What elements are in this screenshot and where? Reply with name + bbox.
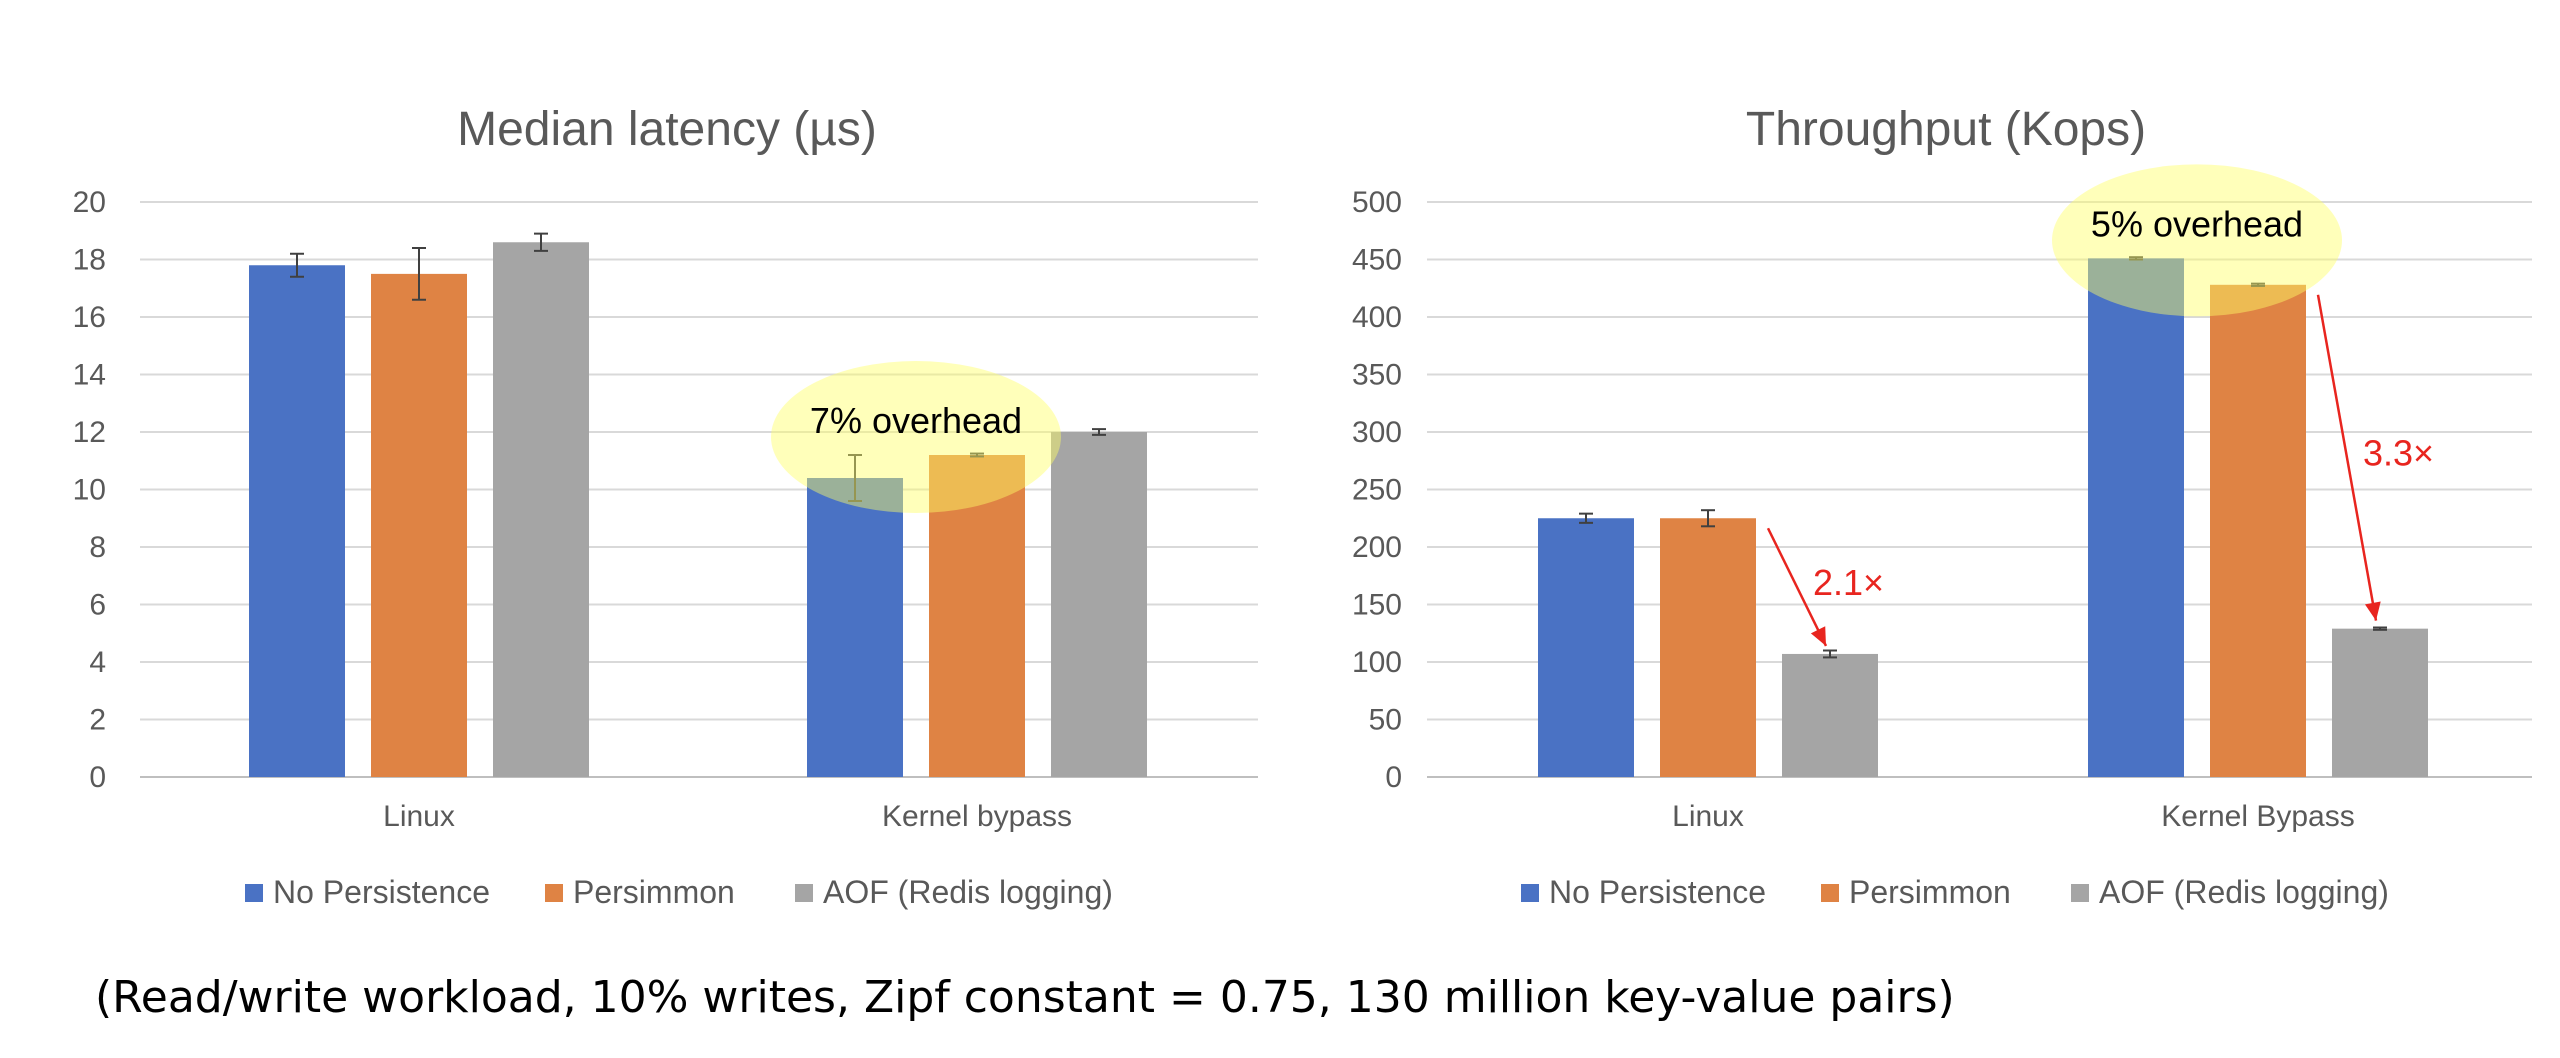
legend-label: No Persistence — [273, 874, 490, 910]
bar-no-persistence-1 — [249, 265, 345, 777]
y-tick-label: 350 — [1352, 359, 1402, 392]
category-label: Kernel Bypass — [2161, 800, 2354, 833]
category-label: Linux — [383, 800, 455, 833]
error-bar — [2373, 626, 2387, 631]
y-tick-label: 100 — [1352, 646, 1402, 679]
chart-title: Median latency (µs) — [457, 103, 877, 156]
legend-label: Persimmon — [1849, 874, 2011, 910]
legend-label: Persimmon — [573, 874, 735, 910]
chart-title: Throughput (Kops) — [1746, 103, 2146, 156]
y-tick-label: 450 — [1352, 244, 1402, 277]
error-bar — [1823, 649, 1837, 659]
legend-swatch — [1821, 884, 1839, 902]
y-tick-label: 20 — [73, 186, 106, 219]
workload-caption: (Read/write workload, 10% writes, Zipf c… — [95, 972, 1955, 1023]
error-bar — [1701, 509, 1715, 528]
ratio-arrow — [2316, 294, 2381, 621]
error-bar — [534, 232, 548, 252]
error-bar — [290, 252, 304, 278]
error-bar — [970, 452, 984, 458]
ratio-arrow — [1766, 527, 1828, 647]
y-tick-label: 16 — [73, 301, 106, 334]
y-tick-label: 500 — [1352, 186, 1402, 219]
y-tick-label: 200 — [1352, 531, 1402, 564]
y-tick-label: 8 — [89, 531, 106, 564]
bar-persimmon-2 — [929, 455, 1025, 777]
y-tick-label: 12 — [73, 416, 106, 449]
y-tick-label: 250 — [1352, 474, 1402, 507]
bar-no-persistence-2 — [807, 478, 903, 777]
y-tick-label: 0 — [89, 761, 106, 794]
y-tick-label: 4 — [89, 646, 106, 679]
y-tick-label: 50 — [1369, 704, 1402, 737]
error-bar — [412, 247, 426, 301]
bar-aof-redis-logging-2 — [2332, 628, 2428, 777]
legend-label: AOF (Redis logging) — [2099, 874, 2389, 910]
error-bar — [2251, 282, 2265, 287]
error-bar — [2129, 256, 2143, 261]
bar-aof-redis-logging-1 — [493, 242, 589, 777]
bar-no-persistence-2 — [2088, 258, 2184, 778]
legend-swatch — [245, 884, 263, 902]
y-tick-label: 150 — [1352, 589, 1402, 622]
y-tick-label: 2 — [89, 704, 106, 737]
overhead-label: 5% overhead — [2091, 203, 2303, 244]
bar-aof-redis-logging-1 — [1782, 653, 1878, 777]
legend-swatch — [795, 884, 813, 902]
legend-swatch — [2071, 884, 2089, 902]
error-bar — [848, 454, 862, 502]
legend-swatch — [1521, 884, 1539, 902]
y-tick-label: 0 — [1385, 761, 1402, 794]
ratio-label: 3.3× — [2363, 433, 2434, 474]
overhead-highlight — [771, 361, 1061, 513]
y-tick-label: 14 — [73, 359, 106, 392]
chart-1: Median latency (µs) 0 2 4 6 8 10 12 14 16 18 20 Linu… — [73, 103, 1258, 910]
overhead-highlight — [2052, 164, 2342, 317]
ratio-label: 2.1× — [1813, 562, 1884, 603]
y-tick-label: 300 — [1352, 416, 1402, 449]
error-bar — [1092, 428, 1106, 436]
category-label: Linux — [1672, 800, 1744, 833]
category-label: Kernel bypass — [882, 800, 1072, 833]
bar-persimmon-1 — [1660, 518, 1756, 777]
error-bar — [1579, 512, 1593, 524]
legend-swatch — [545, 884, 563, 902]
bar-no-persistence-1 — [1538, 518, 1634, 777]
y-tick-label: 6 — [89, 589, 106, 622]
overhead-label: 7% overhead — [810, 400, 1022, 441]
y-tick-label: 18 — [73, 244, 106, 277]
legend-label: AOF (Redis logging) — [823, 874, 1113, 910]
chart-2: Throughput (Kops) 0 50 100 150 200 250 300 350 40… — [1352, 103, 2532, 910]
y-tick-label: 10 — [73, 474, 106, 507]
legend-label: No Persistence — [1549, 874, 1766, 910]
bar-persimmon-1 — [371, 273, 467, 777]
y-tick-label: 400 — [1352, 301, 1402, 334]
bar-persimmon-2 — [2210, 284, 2306, 777]
bar-aof-redis-logging-2 — [1051, 432, 1147, 777]
